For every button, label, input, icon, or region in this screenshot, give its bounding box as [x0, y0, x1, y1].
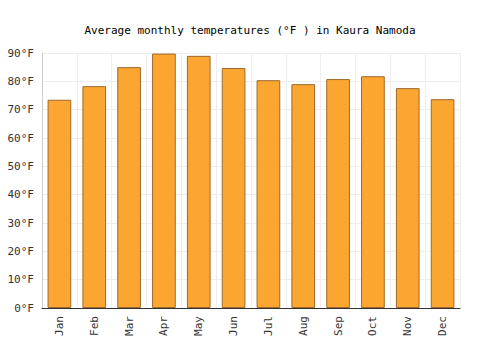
svg-text:80°F: 80°F: [8, 75, 35, 88]
svg-text:Aug: Aug: [297, 316, 310, 336]
svg-text:Oct: Oct: [366, 316, 379, 336]
svg-text:20°F: 20°F: [8, 245, 35, 258]
svg-text:70°F: 70°F: [8, 103, 35, 116]
svg-text:50°F: 50°F: [8, 160, 35, 173]
svg-text:Jul: Jul: [262, 316, 275, 336]
svg-text:Dec: Dec: [436, 316, 449, 336]
svg-text:Apr: Apr: [157, 316, 170, 336]
svg-text:30°F: 30°F: [8, 217, 35, 230]
svg-text:Mar: Mar: [123, 316, 136, 336]
svg-text:May: May: [192, 316, 205, 336]
svg-text:Jan: Jan: [53, 316, 66, 336]
svg-text:Jun: Jun: [227, 316, 240, 336]
svg-text:0°F: 0°F: [14, 302, 34, 315]
svg-text:Nov: Nov: [401, 316, 414, 336]
svg-text:60°F: 60°F: [8, 132, 35, 145]
svg-text:90°F: 90°F: [8, 47, 35, 60]
svg-text:Average monthly temperatures (: Average monthly temperatures (°F ) in Ka…: [84, 24, 415, 37]
svg-text:10°F: 10°F: [8, 273, 35, 286]
svg-text:Sep: Sep: [332, 316, 345, 336]
svg-text:Feb: Feb: [88, 316, 101, 336]
svg-text:40°F: 40°F: [8, 188, 35, 201]
